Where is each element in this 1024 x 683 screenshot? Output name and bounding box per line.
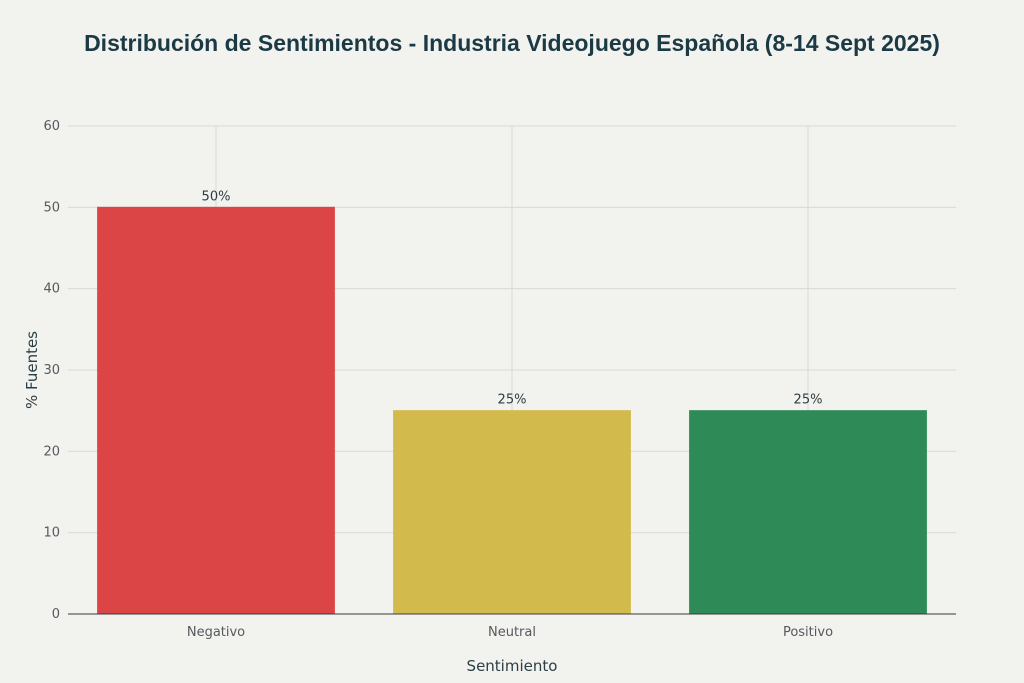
y-axis-ticks: 0 10 20 30 40 50 60 — [43, 119, 60, 622]
x-tick-label: Positivo — [783, 625, 833, 640]
y-tick-label: 0 — [52, 607, 60, 622]
data-label-positivo: 25% — [794, 393, 823, 408]
data-label-neutral: 25% — [498, 393, 527, 408]
x-tick-label: Negativo — [187, 625, 245, 640]
y-tick-label: 30 — [43, 363, 60, 378]
x-tick-label: Neutral — [488, 625, 536, 640]
bars — [97, 206, 927, 615]
x-axis-title: Sentimiento — [467, 657, 558, 675]
data-label-negativo: 50% — [202, 189, 231, 204]
bar-positivo — [689, 410, 927, 615]
bar-negativo — [97, 206, 335, 615]
y-tick-label: 20 — [43, 444, 60, 459]
y-tick-label: 60 — [43, 119, 60, 134]
x-axis-ticks: Negativo Neutral Positivo — [187, 625, 833, 640]
y-tick-label: 50 — [43, 200, 60, 215]
y-axis-title: % Fuentes — [23, 331, 41, 409]
chart-title: Distribución de Sentimientos - Industria… — [84, 30, 940, 56]
data-labels: 50% 25% 25% — [202, 189, 823, 407]
y-tick-label: 10 — [43, 526, 60, 541]
bar-neutral — [393, 410, 631, 615]
y-tick-label: 40 — [43, 282, 60, 297]
